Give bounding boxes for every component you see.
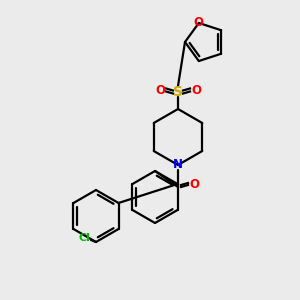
- Text: O: O: [191, 83, 201, 97]
- Text: Cl: Cl: [78, 233, 90, 243]
- Text: N: N: [173, 158, 183, 172]
- Text: O: O: [189, 178, 199, 191]
- Text: S: S: [173, 85, 183, 99]
- Text: O: O: [155, 83, 165, 97]
- Text: O: O: [194, 16, 204, 29]
